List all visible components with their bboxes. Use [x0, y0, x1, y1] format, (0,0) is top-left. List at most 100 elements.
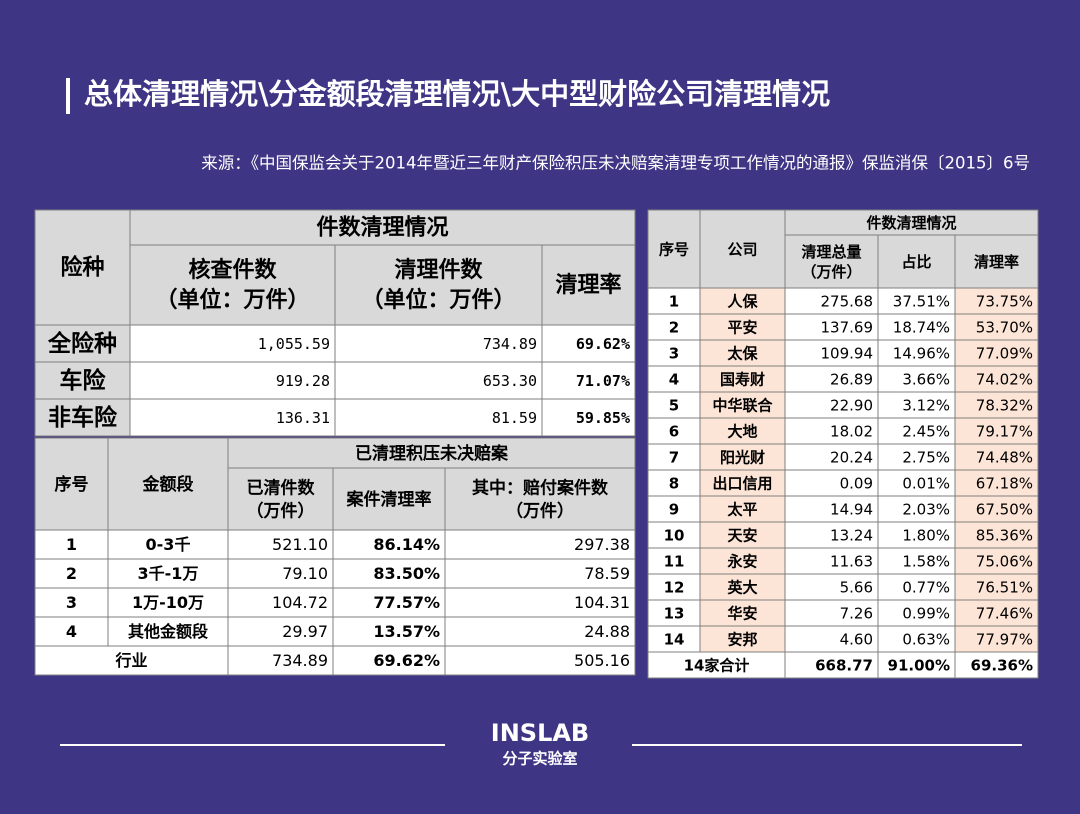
cell-value: 136.31	[276, 409, 330, 427]
cell-value: 71.07%	[576, 372, 630, 390]
table-cell	[444, 529, 636, 560]
cell-value: 734.89	[483, 335, 537, 353]
header-text: 金额段	[142, 474, 194, 495]
table-cell	[541, 398, 636, 437]
table-cell	[699, 547, 786, 575]
table-cell	[877, 313, 956, 341]
logo: INSLAB	[491, 719, 589, 747]
cell-value: 77.46%	[976, 605, 1033, 623]
table-cell	[227, 437, 636, 469]
row-label: 3	[669, 345, 679, 363]
table-cell	[954, 547, 1039, 575]
table-cell	[129, 324, 336, 363]
table-cell	[334, 324, 543, 363]
cell-value: 69.36%	[971, 657, 1033, 675]
source: 来源：《中国保监会关于2014年暨近三年财产保险积压未决赔案清理专项工作情况的通…	[201, 154, 1030, 173]
cell-value: 919.28	[276, 372, 330, 390]
cell-value: 14.96%	[893, 345, 950, 363]
table-cell	[877, 469, 956, 497]
table-cell	[877, 339, 956, 367]
table-cell	[954, 521, 1039, 549]
table-cell	[877, 417, 956, 445]
row-label: 13	[664, 605, 685, 623]
header-text: （万件）	[801, 263, 861, 281]
row-label: 出口信用	[712, 475, 772, 493]
row-label: 安邦	[727, 631, 757, 649]
cell-value: 137.69	[821, 319, 874, 337]
table-cell	[784, 651, 879, 679]
table-cell	[647, 547, 701, 575]
table-cell	[227, 558, 334, 589]
row-label: 太平	[727, 501, 757, 519]
row-label: 车险	[60, 367, 107, 394]
cell-value: 59.85%	[576, 409, 630, 427]
table-cell	[784, 287, 879, 315]
table-cell	[954, 365, 1039, 393]
table-cell	[107, 558, 229, 589]
table-cell	[784, 469, 879, 497]
row-label: 非车险	[48, 404, 118, 431]
row-label: 华安	[727, 605, 757, 623]
row-label: 11	[664, 553, 685, 571]
header-text: 清理总量	[801, 243, 861, 261]
cell-value: 78.59	[584, 564, 630, 583]
row-label: 12	[664, 579, 685, 597]
table-cell	[647, 443, 701, 471]
table-cell	[699, 521, 786, 549]
total-label: 14家合计	[684, 657, 750, 675]
row-label: 10	[664, 527, 685, 545]
cell-value: 37.51%	[893, 293, 950, 311]
cell-value: 24.88	[584, 622, 630, 641]
cell-value: 67.18%	[976, 475, 1033, 493]
table-cell	[332, 558, 446, 589]
row-label: 英大	[727, 579, 757, 597]
table-cell	[954, 651, 1039, 679]
table-cell	[877, 234, 956, 289]
row-label: 中华联合	[712, 397, 773, 415]
table-cell	[107, 437, 229, 531]
row-label: 1	[669, 293, 679, 311]
cell-value: 2.75%	[902, 449, 950, 467]
row-label: 永安	[726, 553, 757, 571]
table-cell	[784, 521, 879, 549]
row-label: 2	[66, 564, 77, 583]
header-text: （单位：万件）	[155, 287, 309, 313]
table-cell	[784, 599, 879, 627]
title-bar	[66, 78, 70, 114]
row-label: 太保	[727, 345, 758, 363]
cell-value: 13.57%	[373, 622, 440, 641]
cell-value: 668.77	[815, 657, 873, 675]
cell-value: 53.70%	[976, 319, 1033, 337]
row-label: 1	[66, 535, 77, 554]
table-cell	[227, 616, 334, 647]
header-text: 公司	[727, 241, 757, 259]
header-text: 已清理积压未决赔案	[355, 443, 509, 464]
header-text: （单位：万件）	[361, 287, 515, 313]
table-cell	[541, 361, 636, 400]
cell-value: 69.62%	[373, 651, 440, 670]
cell-value: 0.77%	[902, 579, 950, 597]
table-cell	[699, 469, 786, 497]
table-cell	[877, 391, 956, 419]
table-cell	[647, 599, 701, 627]
header-text: 清理率	[555, 272, 621, 298]
row-label: 4	[66, 622, 77, 641]
header-text: 案件清理率	[346, 489, 432, 510]
cell-value: 0.63%	[902, 631, 950, 649]
table-cell	[541, 324, 636, 363]
cell-value: 0.99%	[902, 605, 950, 623]
cell-value: 3.12%	[902, 397, 950, 415]
row-label: 3千-1万	[138, 564, 199, 583]
table-cell	[332, 587, 446, 618]
cell-value: 11.63	[830, 553, 873, 571]
cell-value: 0.01%	[902, 475, 950, 493]
table-cell	[877, 651, 956, 679]
table-cell	[699, 625, 786, 653]
table-cell	[784, 234, 879, 289]
cell-value: 26.89	[830, 371, 873, 389]
cell-value: 4.60	[840, 631, 873, 649]
cell-value: 67.50%	[976, 501, 1033, 519]
table-cell	[699, 599, 786, 627]
cell-value: 2.03%	[902, 501, 950, 519]
